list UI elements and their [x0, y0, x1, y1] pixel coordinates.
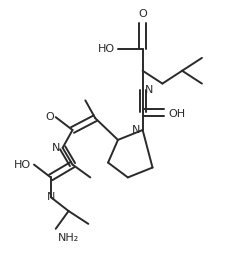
Text: N: N	[52, 143, 60, 153]
Text: O: O	[138, 9, 146, 19]
Text: O: O	[45, 112, 54, 122]
Text: HO: HO	[97, 44, 114, 54]
Text: N: N	[132, 125, 140, 135]
Text: N: N	[46, 192, 55, 202]
Text: HO: HO	[14, 160, 31, 170]
Text: OH: OH	[168, 109, 185, 119]
Text: NH₂: NH₂	[57, 233, 79, 243]
Text: N: N	[144, 85, 152, 96]
